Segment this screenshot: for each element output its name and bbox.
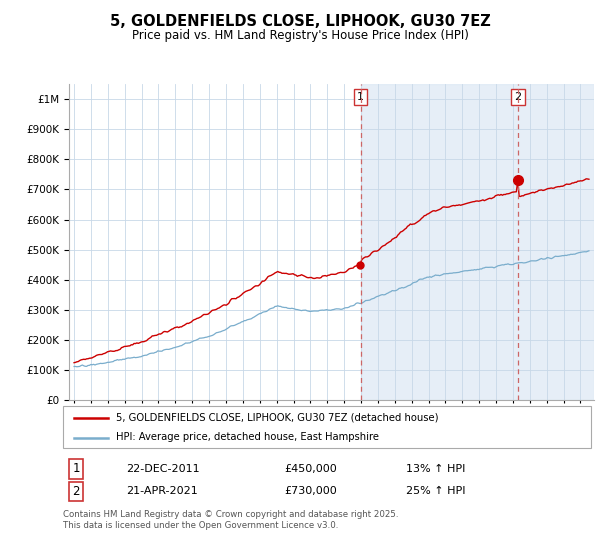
Text: 1: 1 bbox=[73, 462, 80, 475]
Text: 2: 2 bbox=[73, 485, 80, 498]
Text: 5, GOLDENFIELDS CLOSE, LIPHOOK, GU30 7EZ: 5, GOLDENFIELDS CLOSE, LIPHOOK, GU30 7EZ bbox=[110, 14, 490, 29]
Text: £450,000: £450,000 bbox=[285, 464, 338, 474]
Text: £730,000: £730,000 bbox=[285, 487, 338, 496]
Text: 1: 1 bbox=[357, 92, 364, 102]
Text: 13% ↑ HPI: 13% ↑ HPI bbox=[406, 464, 466, 474]
Text: 21-APR-2021: 21-APR-2021 bbox=[127, 487, 198, 496]
Text: 25% ↑ HPI: 25% ↑ HPI bbox=[406, 487, 466, 496]
Text: 2: 2 bbox=[514, 92, 521, 102]
Text: HPI: Average price, detached house, East Hampshire: HPI: Average price, detached house, East… bbox=[116, 432, 379, 442]
FancyBboxPatch shape bbox=[63, 406, 591, 448]
Text: Price paid vs. HM Land Registry's House Price Index (HPI): Price paid vs. HM Land Registry's House … bbox=[131, 29, 469, 42]
Text: 5, GOLDENFIELDS CLOSE, LIPHOOK, GU30 7EZ (detached house): 5, GOLDENFIELDS CLOSE, LIPHOOK, GU30 7EZ… bbox=[116, 413, 438, 423]
Text: Contains HM Land Registry data © Crown copyright and database right 2025.
This d: Contains HM Land Registry data © Crown c… bbox=[63, 510, 398, 530]
Bar bbox=[361, 84, 594, 400]
Text: 22-DEC-2011: 22-DEC-2011 bbox=[127, 464, 200, 474]
